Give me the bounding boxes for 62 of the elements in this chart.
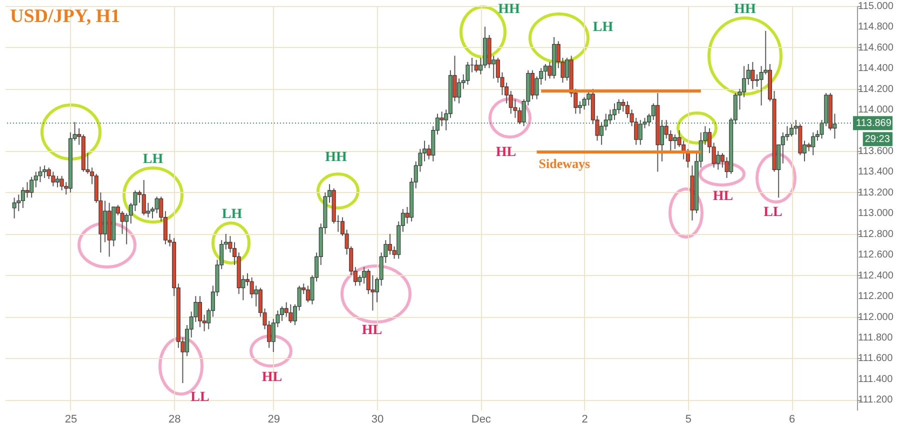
x-tick-label: 6 [788,414,796,426]
annotation: HL [262,370,282,386]
y-tick-label: 114.600 [858,42,894,54]
candlestick [466,61,470,86]
y-tick-label: 114.800 [858,22,894,33]
annotation: LL [190,390,210,406]
series-label: Sideways [538,156,590,172]
annotation: LH [142,152,164,168]
annotation: LH [592,20,614,36]
y-tick-label: 113.400 [858,166,894,178]
x-tick-label: Dec [471,414,492,426]
y-tick-label: 115.000 [858,1,894,12]
y-tick-label: 111.600 [858,353,894,364]
x-tick-label: 30 [371,414,384,426]
candlestick [12,197,16,219]
y-tick-label: 112.400 [858,270,894,282]
x-tick-label: 25 [64,414,78,426]
candlestick [142,180,146,216]
annotation: HH [498,2,520,18]
candlestick [508,90,513,114]
y-tick-label: 112.800 [858,228,894,240]
text: 29:23 [864,134,890,146]
annotation: LL [764,205,782,220]
annotation: HL [362,323,382,338]
candlestick [811,132,816,156]
candlestick [621,98,626,112]
candlestick [51,171,56,187]
y-tick-label: 111.400 [858,374,894,385]
y-tick-label: 113.600 [858,146,894,158]
annotation: HH [734,2,756,18]
y-tick-label: 113.000 [858,208,894,220]
x-tick-label: 29 [268,414,280,426]
x-tick-label: 5 [685,414,692,426]
chart-title: USD/JPY, H1 [10,6,120,28]
candlestick [474,59,478,73]
ref-line-label: 113.869 [856,118,892,130]
candlestick [440,111,444,127]
y-tick-label: 112.200 [858,291,894,302]
candlestick [686,148,690,168]
y-tick-label: 111.200 [858,394,894,406]
x-tick-label: 2 [582,414,588,426]
annotation: HL [496,145,516,160]
y-tick-label: 114.200 [858,84,894,95]
candlestick [716,150,720,170]
annotation: LH [222,207,242,222]
x-tick-label: 28 [168,414,181,426]
candlestick [288,304,293,324]
annotation: HH [325,150,347,166]
candlestick [750,61,755,90]
annotation: HL [712,189,734,204]
candlestick [25,182,30,198]
y-tick-label: 112.000 [858,312,894,323]
y-tick-label: 111.800 [858,332,894,344]
y-tick-label: 114.400 [858,63,894,74]
candlestick [582,96,586,110]
candlestick [154,196,159,214]
candlestick [616,98,621,114]
candlestick [60,175,64,191]
y-tick-label: 112.600 [858,250,894,261]
y-tick-label: 114.000 [858,104,894,116]
y-tick-label: 113.200 [858,187,894,198]
candlestick [228,235,232,254]
